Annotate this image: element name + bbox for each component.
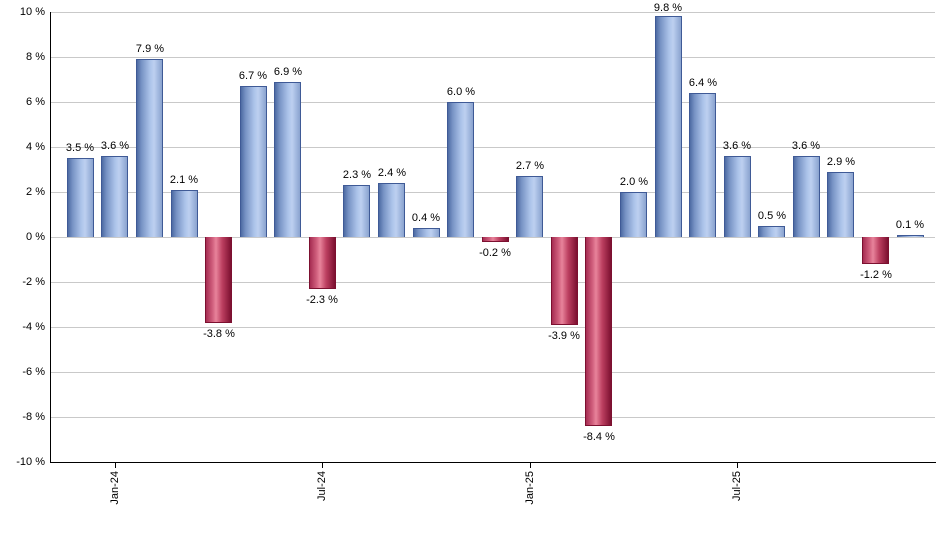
bar-value-label: 3.5 % [65, 142, 95, 154]
y-axis-label: -2 % [22, 276, 45, 288]
gridline [50, 102, 935, 103]
bar-value-label: 7.9 % [135, 43, 165, 55]
y-axis-label: 4 % [26, 141, 45, 153]
bar-positive [240, 86, 267, 237]
y-axis-label: -4 % [22, 321, 45, 333]
gridline [50, 327, 935, 328]
bar-value-label: 2.9 % [826, 156, 856, 168]
bar-value-label: 0.1 % [895, 219, 925, 231]
x-axis-tick [737, 462, 738, 468]
bar-value-label: 3.6 % [100, 140, 130, 152]
bar-value-label: -3.9 % [548, 330, 580, 342]
bar-value-label: -1.2 % [860, 269, 892, 281]
bar-positive [620, 192, 647, 237]
bar-positive [758, 226, 785, 237]
y-axis-label: 10 % [19, 6, 45, 18]
bar-value-label: 0.5 % [757, 210, 787, 222]
bar-negative [551, 237, 578, 325]
bar-positive [136, 59, 163, 237]
bar-value-label: 2.3 % [342, 169, 372, 181]
x-axis-tick [322, 462, 323, 468]
bar-value-label: 2.7 % [515, 160, 545, 172]
bar-value-label: 3.6 % [722, 140, 752, 152]
bar-value-label: 6.9 % [273, 66, 303, 78]
bar-positive [897, 235, 924, 237]
gridline [50, 282, 935, 283]
bar-positive [447, 102, 474, 237]
bar-value-label: -0.2 % [479, 247, 511, 259]
x-axis-label: Jan-25 [524, 471, 536, 505]
y-axis-label: 8 % [26, 51, 45, 63]
bar-value-label: 2.0 % [619, 176, 649, 188]
gridline [50, 12, 935, 13]
bar-positive [724, 156, 751, 237]
bar-negative [482, 237, 509, 242]
y-axis-line [50, 12, 51, 463]
bar-positive [171, 190, 198, 237]
bar-positive [378, 183, 405, 237]
y-axis-label: 2 % [26, 186, 45, 198]
x-axis-tick [530, 462, 531, 468]
bar-positive [793, 156, 820, 237]
y-axis-label: -6 % [22, 366, 45, 378]
x-axis-label: Jul-25 [731, 471, 743, 501]
bar-value-label: -3.8 % [203, 328, 235, 340]
bar-positive [413, 228, 440, 237]
gridline [50, 57, 935, 58]
y-axis-label: -8 % [22, 411, 45, 423]
x-axis-line [50, 462, 936, 463]
bar-value-label: 3.6 % [791, 140, 821, 152]
bar-positive [827, 172, 854, 237]
gridline [50, 192, 935, 193]
bar-value-label: 9.8 % [653, 2, 683, 14]
x-axis-label: Jul-24 [316, 471, 328, 501]
bar-negative [862, 237, 889, 264]
y-axis-label: -10 % [16, 456, 45, 468]
gridline [50, 147, 935, 148]
bar-negative [205, 237, 232, 323]
bar-value-label: -2.3 % [306, 294, 338, 306]
bar-value-label: 2.1 % [169, 174, 199, 186]
y-axis-label: 6 % [26, 96, 45, 108]
y-axis-label: 0 % [26, 231, 45, 243]
bar-positive [516, 176, 543, 237]
bar-positive [274, 82, 301, 237]
bar-positive [101, 156, 128, 237]
bar-value-label: 6.0 % [446, 86, 476, 98]
gridline [50, 372, 935, 373]
x-axis-label: Jan-24 [109, 471, 121, 505]
bar-value-label: 2.4 % [377, 167, 407, 179]
bar-value-label: 0.4 % [411, 212, 441, 224]
bar-value-label: 6.7 % [238, 70, 268, 82]
x-axis-tick [115, 462, 116, 468]
bar-value-label: -8.4 % [583, 431, 615, 443]
bar-negative [585, 237, 612, 426]
gridline [50, 417, 935, 418]
bar-value-label: 6.4 % [688, 77, 718, 89]
bar-positive [343, 185, 370, 237]
bar-negative [309, 237, 336, 289]
bar-positive [689, 93, 716, 237]
bar-positive [655, 16, 682, 237]
bar-positive [67, 158, 94, 237]
